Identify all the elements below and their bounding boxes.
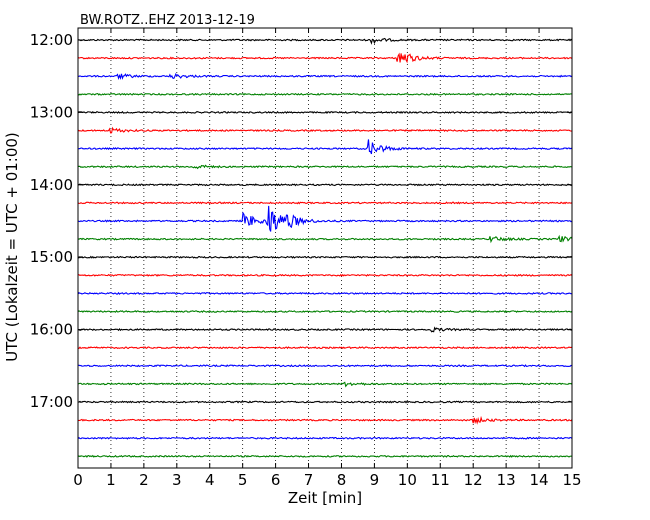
trace-1415 <box>77 201 573 205</box>
y-tick-label: 13:00 <box>30 103 73 121</box>
x-tick-label: 11 <box>431 471 450 489</box>
y-tick-label: 16:00 <box>30 321 73 339</box>
x-axis-label: Zeit [min] <box>288 489 362 507</box>
trace-1500 <box>77 255 573 259</box>
y-tick-label: 12:00 <box>30 31 73 49</box>
trace-1615 <box>77 346 573 350</box>
trace-1245 <box>77 92 573 96</box>
x-tick-label: 7 <box>304 471 314 489</box>
trace-1300 <box>77 110 573 114</box>
trace-1445 <box>77 234 573 244</box>
trace-1215 <box>77 52 573 64</box>
x-tick-label: 12 <box>464 471 483 489</box>
y-axis-label: UTC (Lokalzeit = UTC + 01:00) <box>3 132 21 362</box>
x-tick-label: 13 <box>497 471 516 489</box>
trace-1545 <box>77 309 573 314</box>
trace-group <box>77 37 573 458</box>
x-tick-label: 2 <box>139 471 149 489</box>
trace-1330 <box>77 139 573 155</box>
plot-frame <box>77 27 573 469</box>
trace-1630 <box>77 364 573 368</box>
trace-1600 <box>77 326 573 333</box>
x-tick-label: 5 <box>238 471 248 489</box>
x-tick-label: 3 <box>172 471 182 489</box>
chart-title: BW.ROTZ..EHZ 2013-12-19 <box>80 13 255 28</box>
vertical-gridlines <box>110 28 540 468</box>
x-tick-label: 9 <box>370 471 380 489</box>
trace-1645 <box>77 381 573 388</box>
x-tick-label: 4 <box>205 471 215 489</box>
y-tick-label: 15:00 <box>30 248 73 266</box>
trace-1200 <box>77 37 573 45</box>
trace-1400 <box>77 183 573 187</box>
y-tick-label: 14:00 <box>30 176 73 194</box>
trace-1515 <box>77 273 573 277</box>
x-tick-label: 14 <box>530 471 549 489</box>
x-tick-label: 10 <box>398 471 417 489</box>
x-tick-label: 15 <box>562 471 581 489</box>
x-tick-label: 0 <box>73 471 83 489</box>
trace-1715 <box>77 415 573 425</box>
trace-1530 <box>77 291 573 295</box>
x-tick-label: 6 <box>271 471 281 489</box>
trace-1745 <box>77 454 573 458</box>
trace-1345 <box>77 164 573 170</box>
trace-1730 <box>77 436 573 440</box>
x-tick-label: 1 <box>106 471 116 489</box>
x-tick-label: 8 <box>337 471 347 489</box>
x-axis: 0 1 2 3 4 5 6 7 8 9 10 11 12 13 14 15 <box>73 28 582 489</box>
trace-1315 <box>77 126 573 134</box>
y-tick-label: 17:00 <box>30 393 73 411</box>
trace-1430 <box>77 205 573 232</box>
trace-1230 <box>77 72 573 80</box>
trace-1700 <box>77 400 573 404</box>
y-axis: 12:00 13:00 14:00 15:00 16:00 17:00 <box>30 31 572 411</box>
